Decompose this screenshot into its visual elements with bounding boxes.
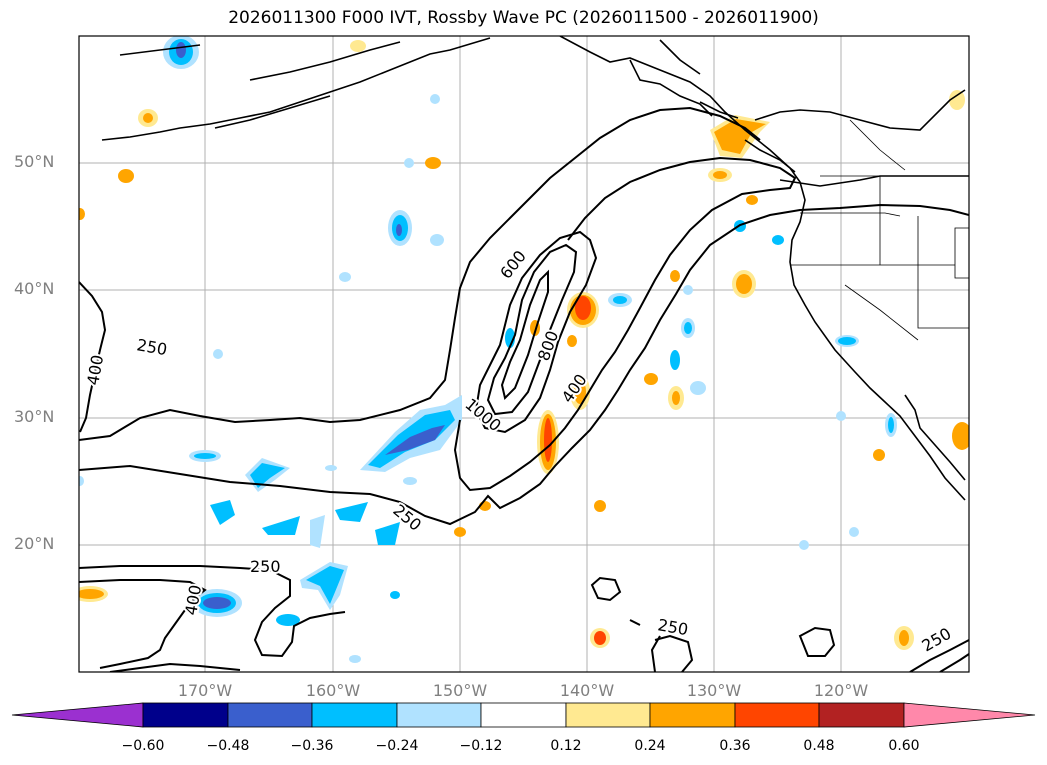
colorbar bbox=[11, 702, 1036, 728]
lat-label: 30°N bbox=[14, 407, 55, 426]
state-borders bbox=[790, 119, 969, 341]
colorbar-tick: 0.24 bbox=[634, 738, 666, 754]
lat-label: 50°N bbox=[14, 152, 55, 171]
ivt-contours bbox=[79, 106, 969, 672]
colorbar-tick: −0.36 bbox=[290, 738, 334, 754]
colorbar-bin bbox=[818, 702, 905, 728]
colorbar-bin bbox=[142, 702, 229, 728]
colorbar-tick: −0.24 bbox=[375, 738, 419, 754]
lon-label: 160°W bbox=[305, 681, 361, 700]
contour-label: 250 bbox=[250, 557, 281, 576]
positive-anomaly-fills bbox=[79, 40, 969, 650]
map-frame bbox=[78, 35, 970, 673]
colorbar-bin bbox=[227, 702, 313, 728]
colorbar-tick: −0.48 bbox=[206, 738, 250, 754]
lon-label: 170°W bbox=[177, 681, 233, 700]
lon-label: 150°W bbox=[432, 681, 488, 700]
colorbar-low-extension bbox=[11, 702, 144, 728]
lon-label: 140°W bbox=[559, 681, 615, 700]
colorbar-bin bbox=[565, 702, 651, 728]
colorbar-tick: 0.36 bbox=[719, 738, 751, 754]
colorbar-tick: 0.12 bbox=[550, 738, 582, 754]
colorbar-bin bbox=[396, 702, 482, 728]
colorbar-tick: 0.48 bbox=[803, 738, 835, 754]
colorbar-tick: −0.60 bbox=[121, 738, 165, 754]
graticule bbox=[79, 36, 969, 672]
coastlines bbox=[101, 36, 969, 501]
lat-label: 20°N bbox=[14, 534, 55, 553]
lon-label: 130°W bbox=[686, 681, 742, 700]
lat-label: 40°N bbox=[14, 279, 55, 298]
colorbar-bin bbox=[734, 702, 820, 728]
colorbar-bin bbox=[649, 702, 736, 728]
map-title: 2026011300 F000 IVT, Rossby Wave PC (202… bbox=[228, 8, 819, 28]
negative-anomaly-fills bbox=[79, 36, 897, 663]
lon-label: 120°W bbox=[813, 681, 869, 700]
colorbar-tick: −0.12 bbox=[459, 738, 503, 754]
colorbar-bin bbox=[480, 702, 567, 728]
colorbar-high-extension bbox=[903, 702, 1036, 728]
colorbar-tick: 0.60 bbox=[888, 738, 920, 754]
colorbar-bin bbox=[311, 702, 398, 728]
map-background bbox=[79, 36, 969, 672]
